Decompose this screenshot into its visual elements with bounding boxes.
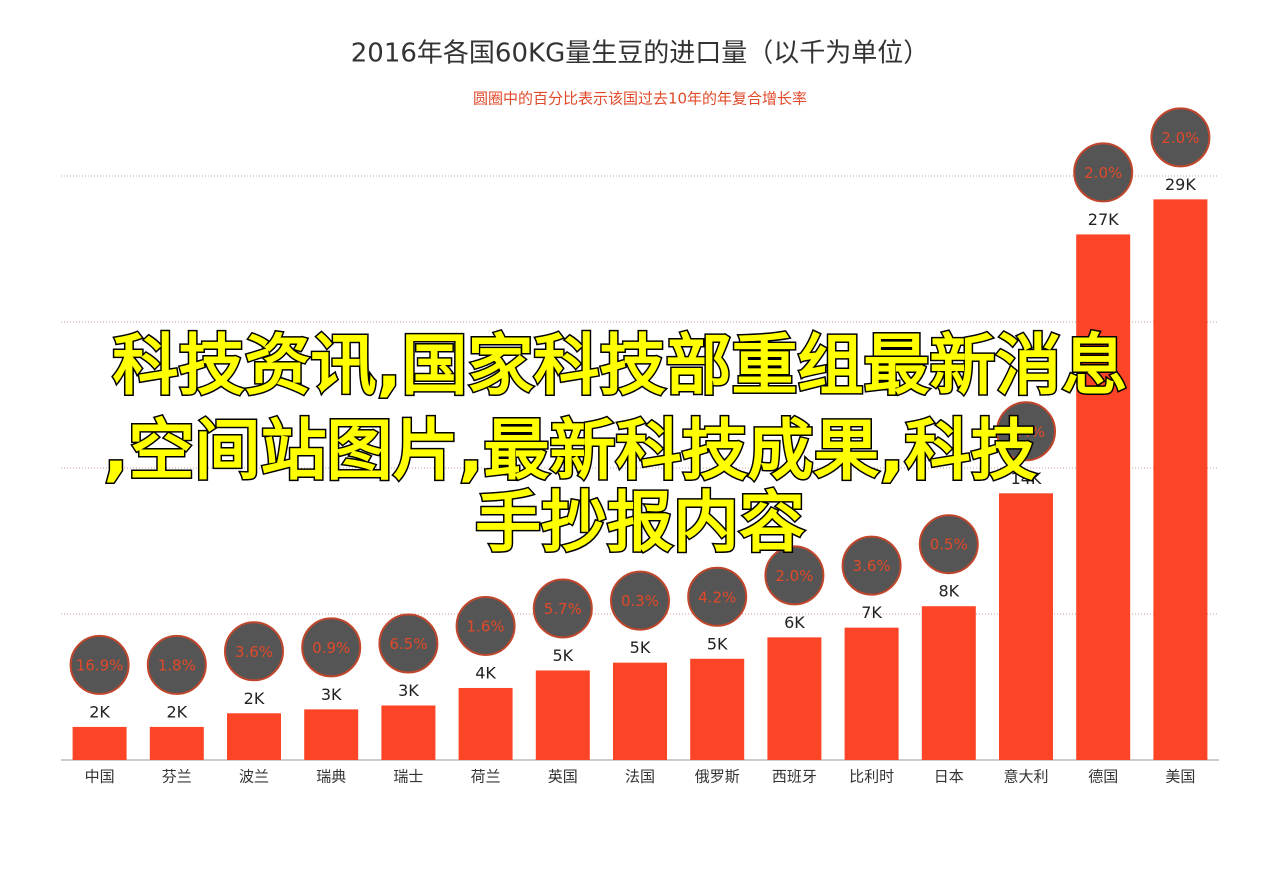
x-tick-label: 德国 — [1088, 768, 1118, 786]
growth-circle — [918, 514, 979, 575]
value-label: 27K — [1088, 210, 1119, 229]
growth-circle — [687, 566, 748, 627]
growth-label: 6.5% — [389, 635, 427, 653]
value-label: 29K — [1165, 175, 1196, 194]
growth-label: 5.7% — [544, 600, 582, 618]
growth-label: 2.0% — [1084, 164, 1122, 182]
value-label: 3K — [321, 685, 342, 704]
value-label: 14K — [1011, 469, 1042, 488]
growth-label: 1.6% — [467, 617, 505, 635]
growth-circle — [69, 634, 130, 695]
growth-label: 2.0% — [1161, 129, 1199, 147]
growth-circle — [301, 617, 362, 678]
x-tick-label: 中国 — [85, 768, 115, 786]
x-tick-label: 日本 — [934, 768, 964, 786]
bar — [1153, 199, 1208, 761]
overlay-text: 科技资讯,国家科技部重组最新消息 — [112, 327, 1127, 404]
chart-title: 2016年各国60KG量生豆的进口量（以千为单位） — [351, 39, 929, 69]
x-tick-label: 荷兰 — [471, 768, 501, 786]
chart-subtitle: 圆圈中的百分比表示该国过去10年的年复合增长率 — [473, 90, 807, 108]
bar — [149, 726, 204, 760]
growth-label: 4.2% — [698, 588, 736, 606]
x-tick-label: 比利时 — [849, 768, 894, 786]
x-tick-label: 瑞典 — [316, 768, 346, 786]
growth-label: 2.0% — [775, 567, 813, 585]
growth-label: 0.3% — [621, 592, 659, 610]
x-tick-label: 芬兰 — [162, 768, 192, 786]
bar — [921, 606, 976, 760]
growth-circle — [378, 613, 439, 674]
overlay-text: ,空间站图片,最新科技成果,科技 — [103, 412, 1036, 489]
x-tick-label: 瑞士 — [393, 768, 423, 786]
growth-label: 0.5% — [930, 536, 968, 554]
overlay-text: 手抄报内容 — [475, 484, 805, 561]
bar — [535, 670, 590, 760]
x-tick-label: 西班牙 — [772, 768, 817, 786]
bar — [304, 709, 359, 760]
value-label: 4K — [475, 663, 496, 682]
growth-circle — [841, 535, 902, 596]
growth-label: 3.6% — [235, 643, 273, 661]
bar — [767, 637, 822, 760]
x-tick-label: 俄罗斯 — [695, 768, 740, 786]
x-tick-label: 法国 — [625, 768, 655, 786]
x-tick-label: 意大利 — [1003, 768, 1048, 786]
growth-label: 16.9% — [76, 656, 124, 674]
growth-label: 1.8% — [158, 656, 196, 674]
value-label: 2K — [89, 702, 110, 721]
growth-label: 0.9% — [312, 639, 350, 657]
growth-circle — [455, 595, 516, 656]
growth-circle — [1073, 142, 1134, 203]
growth-circle — [764, 545, 825, 606]
value-label: 5K — [630, 638, 651, 657]
x-tick-label: 波兰 — [239, 768, 269, 786]
value-label: 5K — [707, 634, 728, 653]
growth-circle — [224, 621, 284, 682]
bar — [999, 493, 1053, 760]
growth-circle — [146, 634, 207, 695]
bar — [844, 627, 899, 760]
growth-circle — [996, 401, 1056, 462]
x-tick-label: 英国 — [548, 768, 578, 786]
value-label: 8K — [938, 582, 959, 601]
x-tick-label: 美国 — [1165, 768, 1195, 786]
bar — [381, 705, 436, 760]
bar — [690, 658, 745, 760]
bar — [72, 726, 127, 760]
value-label: 2K — [166, 702, 187, 721]
value-label: 6K — [784, 613, 805, 632]
bar — [227, 713, 281, 760]
growth-circle — [610, 570, 670, 631]
value-label: 7K — [861, 603, 882, 622]
bar — [458, 687, 513, 760]
value-label: 5K — [552, 646, 573, 665]
value-label: 3K — [398, 681, 419, 700]
value-label: 2K — [244, 689, 265, 708]
growth-label: 1.4% — [1007, 423, 1045, 441]
growth-circle — [532, 578, 593, 639]
bar — [613, 662, 667, 760]
growth-label: 3.6% — [853, 557, 891, 575]
bar — [1076, 234, 1131, 760]
growth-circle — [1150, 107, 1211, 168]
